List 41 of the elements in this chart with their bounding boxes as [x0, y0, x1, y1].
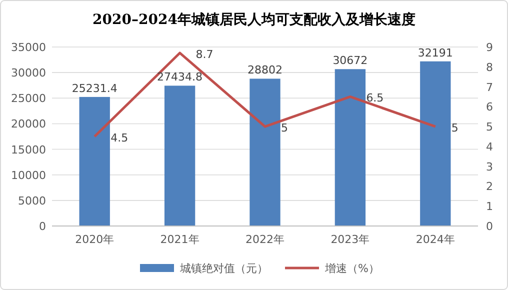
- y-tick-label: 30000: [11, 66, 46, 80]
- data-label: 28802: [248, 64, 282, 77]
- y-tick-label: 20000: [11, 118, 46, 131]
- data-label: 25231.4: [72, 82, 118, 95]
- y-tick-label: 35000: [11, 41, 46, 54]
- y2-tick-label: 0: [486, 220, 493, 233]
- data-label: 27434.8: [157, 70, 203, 84]
- legend-label: 增速（%）: [324, 262, 380, 275]
- bar: [164, 86, 196, 226]
- data-label: 30672: [332, 54, 368, 68]
- data-label: 5: [451, 122, 458, 135]
- x-tick-label: 2022年: [246, 233, 284, 246]
- chart-title: 2020–2024年城镇居民人均可支配收入及增长速度: [92, 11, 416, 28]
- y2-tick-label: 3: [486, 160, 493, 174]
- data-label: 4.5: [110, 132, 128, 144]
- y-tick-label: 0: [39, 220, 46, 233]
- bar: [334, 69, 366, 226]
- x-tick-label: 2020年: [75, 233, 114, 246]
- data-label: 5: [281, 122, 288, 135]
- y2-tick-label: 9: [486, 41, 493, 54]
- y2-tick-label: 5: [486, 120, 493, 134]
- data-label: 32191: [418, 46, 453, 60]
- y2-tick-label: 6: [486, 100, 493, 114]
- x-tick-label: 2024年: [416, 233, 455, 246]
- y2-tick-label: 1: [486, 200, 493, 214]
- y2-tick-label: 4: [486, 140, 493, 154]
- y-tick-label: 5000: [18, 194, 46, 208]
- bar: [420, 61, 451, 226]
- y-tick-label: 10000: [11, 168, 46, 182]
- data-label: 8.7: [196, 48, 214, 61]
- x-tick-label: 2023年: [330, 233, 370, 246]
- data-label: 6.5: [366, 92, 384, 105]
- y2-tick-label: 7: [486, 80, 493, 94]
- y-tick-label: 15000: [11, 143, 46, 156]
- y2-tick-label: 8: [486, 60, 493, 74]
- y-tick-label: 25000: [11, 92, 46, 106]
- x-tick-label: 2021年: [160, 233, 200, 246]
- bar: [250, 78, 280, 226]
- bar: [79, 96, 110, 226]
- y2-tick-label: 2: [486, 180, 493, 194]
- legend-label: 城镇绝对值（元）: [179, 262, 268, 275]
